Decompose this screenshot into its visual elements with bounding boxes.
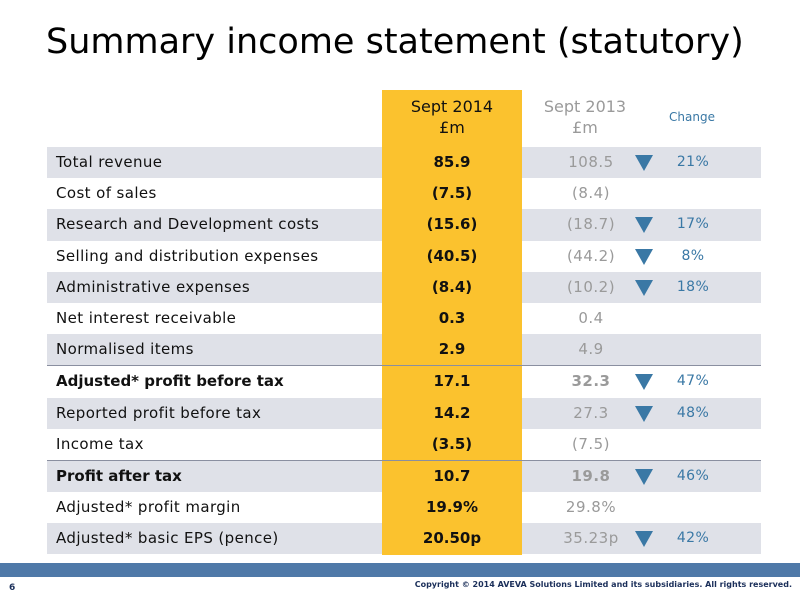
row-change-percent: 21% — [676, 154, 710, 170]
row-value-sept-2013: 29.8% — [565, 498, 617, 517]
table-row: Adjusted* profit margin 19.9% 29.8% — [47, 492, 761, 524]
row-change-percent: 46% — [676, 467, 710, 484]
row-label: Adjusted* profit before tax — [56, 372, 284, 391]
table-row: Research and Development costs (15.6) (18.… — [47, 209, 761, 241]
table-row: Income tax (3.5) (7.5) — [47, 428, 761, 460]
row-value-sept-2014: 19.9% — [382, 492, 522, 524]
row-label: Income tax — [56, 434, 144, 453]
header-sept-2014: Sept 2014 £m — [382, 96, 522, 138]
table-row: Net interest receivable 0.3 0.4 — [47, 302, 761, 335]
row-label: Adjusted* basic EPS (pence) — [56, 529, 279, 548]
table-row: Adjusted* profit before tax 17.1 32.3 47% — [47, 365, 761, 398]
row-label: Normalised items — [56, 340, 194, 359]
table-row: Reported profit before tax 14.2 27.3 48% — [47, 397, 761, 429]
row-value-sept-2013: 108.5 — [568, 153, 614, 171]
copyright-notice: Copyright © 2014 AVEVA Solutions Limited… — [414, 580, 792, 589]
down-arrow-icon — [632, 248, 656, 266]
row-value-sept-2014: 85.9 — [382, 147, 522, 179]
row-label: Cost of sales — [56, 184, 157, 203]
row-label: Selling and distribution expenses — [56, 246, 319, 265]
row-value-sept-2013: 27.3 — [573, 403, 609, 422]
row-value-sept-2014: (8.4) — [382, 271, 522, 303]
down-arrow-icon — [632, 468, 656, 486]
row-value-sept-2013: 32.3 — [571, 372, 611, 391]
row-label: Adjusted* profit margin — [56, 498, 241, 517]
row-value-sept-2013: 4.9 — [578, 340, 604, 359]
row-label: Reported profit before tax — [56, 403, 262, 422]
table-row: Profit after tax 10.7 19.8 46% — [47, 459, 761, 493]
row-value-sept-2013: 19.8 — [571, 466, 611, 485]
header-previous-line1: Sept 2013 — [543, 97, 627, 116]
row-change-percent: 47% — [676, 373, 710, 390]
row-value-sept-2013: 35.23p — [563, 529, 619, 548]
header-change: Change — [669, 110, 715, 124]
header-sept-2013: Sept 2013 £m — [522, 96, 648, 138]
row-value-sept-2013: (8.4) — [571, 184, 611, 203]
row-value-sept-2014: (7.5) — [382, 178, 522, 210]
row-change-percent: 8% — [681, 247, 705, 264]
down-arrow-icon — [632, 154, 656, 172]
table-row: Adjusted* basic EPS (pence) 20.50p 35.23p 4… — [47, 523, 761, 555]
table-row: Total revenue 85.9 108.5 21% — [47, 147, 761, 179]
row-label: Administrative expenses — [56, 277, 251, 296]
row-value-sept-2014: 0.3 — [382, 302, 522, 335]
table-row: Selling and distribution expenses (40.5) (… — [47, 240, 761, 272]
row-value-sept-2014: 17.1 — [382, 366, 522, 398]
row-label: Net interest receivable — [56, 308, 237, 327]
row-value-sept-2013: (18.7) — [566, 215, 616, 234]
row-value-sept-2014: (3.5) — [382, 428, 522, 460]
row-change-percent: 48% — [676, 404, 710, 421]
row-value-sept-2014: 10.7 — [382, 460, 522, 493]
table-row: Administrative expenses (8.4) (10.2) 18% — [47, 271, 761, 303]
row-label: Research and Development costs — [56, 215, 320, 234]
row-change-percent: 42% — [676, 530, 710, 547]
row-value-sept-2013: (7.5) — [571, 434, 611, 453]
header-current-line2: £m — [439, 118, 465, 137]
row-value-sept-2013: 0.4 — [578, 308, 604, 327]
row-value-sept-2013: (44.2) — [566, 246, 616, 265]
row-value-sept-2013: (10.2) — [566, 277, 616, 296]
row-change-percent: 18% — [676, 278, 710, 295]
row-value-sept-2014: (15.6) — [382, 209, 522, 241]
table-row: Normalised items 2.9 4.9 — [47, 334, 761, 366]
page-title: Summary income statement (statutory) — [46, 22, 744, 62]
row-change-percent: 17% — [676, 216, 710, 233]
page-number: 6 — [9, 583, 16, 593]
down-arrow-icon — [632, 216, 656, 234]
row-value-sept-2014: 14.2 — [382, 397, 522, 429]
row-label: Profit after tax — [56, 466, 182, 485]
down-arrow-icon — [632, 373, 656, 391]
down-arrow-icon — [632, 530, 656, 548]
row-value-sept-2014: 20.50p — [382, 523, 522, 555]
header-current-line1: Sept 2014 — [410, 97, 494, 116]
table-row: Cost of sales (7.5) (8.4) — [47, 178, 761, 210]
down-arrow-icon — [632, 279, 656, 297]
header-previous-line2: £m — [572, 118, 598, 137]
footer-bar — [0, 563, 800, 577]
row-value-sept-2014: 2.9 — [382, 334, 522, 366]
row-value-sept-2014: (40.5) — [382, 240, 522, 272]
income-statement-table: Total revenue 85.9 108.5 21% Cost of sales (7… — [47, 147, 761, 555]
down-arrow-icon — [632, 405, 656, 423]
row-label: Total revenue — [56, 153, 163, 171]
